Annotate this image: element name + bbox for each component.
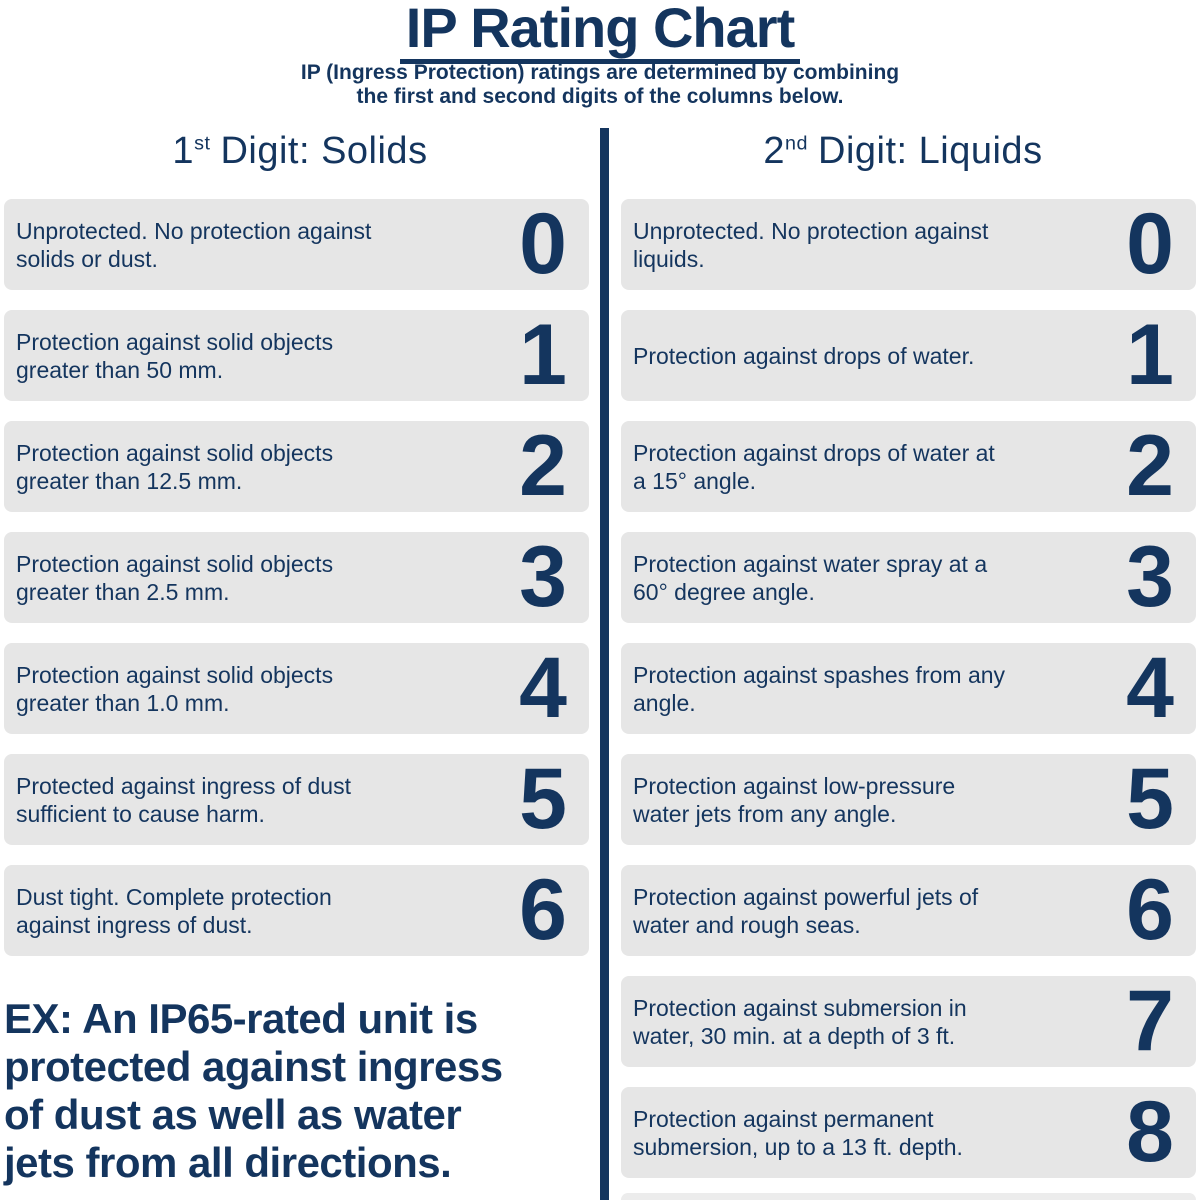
- liquids-row-2: Protection against drops of water at a 15…: [621, 421, 1196, 512]
- rating-digit: 6: [1126, 861, 1174, 958]
- solids-header-number: 1: [172, 130, 195, 172]
- solids-row-1: Protection against solid objects greater …: [4, 310, 589, 401]
- solids-header-label: Digit: Solids: [220, 130, 428, 172]
- rating-digit: 3: [519, 528, 567, 625]
- rating-description: Protection against solid objects greater …: [16, 439, 334, 494]
- rating-digit: 6: [519, 861, 567, 958]
- column-divider: [600, 128, 609, 1200]
- liquids-row-0: Unprotected. No protection against liquid…: [621, 199, 1196, 290]
- rating-description: Protection against solid objects greater …: [16, 328, 334, 383]
- rating-description: Protection against solid objects greater …: [16, 550, 334, 605]
- rating-description: Protection against water spray at a 60° d…: [633, 550, 988, 605]
- solids-column-header: 1st Digit: Solids: [0, 130, 600, 173]
- rating-digit: 0: [519, 195, 567, 292]
- rating-digit: 4: [1126, 639, 1174, 736]
- example-line-4: jets from all directions.: [4, 1139, 452, 1186]
- rating-description: Protection against permanent submersion, …: [633, 1105, 963, 1160]
- liquids-header-number: 2: [763, 130, 786, 172]
- subtitle-line-2: the first and second digits of the colum…: [356, 85, 844, 108]
- example-line-3: of dust as well as water: [4, 1091, 462, 1138]
- header: IP Rating Chart: [0, 0, 1200, 64]
- liquids-row-6: Protection against powerful jets of water…: [621, 865, 1196, 956]
- liquids-row-5: Protection against low-pressure water jet…: [621, 754, 1196, 845]
- rating-description: Protection against low-pressure water jet…: [633, 772, 956, 827]
- liquids-row-8: Protection against permanent submersion, …: [621, 1087, 1196, 1178]
- rating-description: Unprotected. No protection against liquid…: [633, 217, 989, 272]
- rating-description: Dust tight. Complete protection against i…: [16, 883, 332, 938]
- rating-digit: 5: [519, 750, 567, 847]
- example-note: EX: An IP65-rated unit is protected again…: [4, 995, 600, 1187]
- solids-row-2: Protection against solid objects greater …: [4, 421, 589, 512]
- rating-digit: 3: [1126, 528, 1174, 625]
- rating-description: Protected against ingress of dust suffici…: [16, 772, 351, 827]
- rating-digit: 4: [519, 639, 567, 736]
- subtitle: IP (Ingress Protection) ratings are dete…: [0, 61, 1200, 109]
- rating-description: Protection against submersion in water, 3…: [633, 994, 967, 1049]
- liquids-header-label: Digit: Liquids: [818, 130, 1043, 172]
- example-line-1: EX: An IP65-rated unit is: [4, 995, 478, 1042]
- solids-row-5: Protected against ingress of dust suffici…: [4, 754, 589, 845]
- rating-description: Protection against spashes from any angle…: [633, 661, 1006, 716]
- example-line-2: protected against ingress: [4, 1043, 503, 1090]
- solids-rows: Unprotected. No protection against solids…: [4, 199, 589, 976]
- rating-description: Protection against solid objects greater …: [16, 661, 334, 716]
- rating-description: Protection against drops of water.: [633, 342, 975, 369]
- liquids-column-header: 2nd Digit: Liquids: [606, 130, 1200, 173]
- rating-digit: 2: [1126, 417, 1174, 514]
- liquids-row-3: Protection against water spray at a 60° d…: [621, 532, 1196, 623]
- liquids-row-4: Protection against spashes from any angle…: [621, 643, 1196, 734]
- liquids-row-7: Protection against submersion in water, 3…: [621, 976, 1196, 1067]
- cropped-row-sliver: [621, 1193, 1196, 1200]
- rating-digit: 8: [1126, 1083, 1174, 1180]
- rating-digit: 1: [519, 306, 567, 403]
- liquids-rows: Unprotected. No protection against liquid…: [621, 199, 1196, 1198]
- solids-row-0: Unprotected. No protection against solids…: [4, 199, 589, 290]
- rating-description: Unprotected. No protection against solids…: [16, 217, 372, 272]
- solids-row-3: Protection against solid objects greater …: [4, 532, 589, 623]
- subtitle-line-1: IP (Ingress Protection) ratings are dete…: [300, 61, 900, 84]
- rating-description: Protection against powerful jets of water…: [633, 883, 979, 938]
- solids-row-4: Protection against solid objects greater …: [4, 643, 589, 734]
- rating-description: Protection against drops of water at a 15…: [633, 439, 995, 494]
- solids-header-ordinal: st: [194, 132, 211, 155]
- liquids-row-1: Protection against drops of water. 1: [621, 310, 1196, 401]
- rating-digit: 7: [1126, 972, 1174, 1069]
- rating-digit: 1: [1126, 306, 1174, 403]
- solids-row-6: Dust tight. Complete protection against i…: [4, 865, 589, 956]
- page-title: IP Rating Chart: [399, 0, 801, 64]
- rating-digit: 2: [519, 417, 567, 514]
- liquids-header-ordinal: nd: [785, 132, 809, 155]
- rating-digit: 5: [1126, 750, 1174, 847]
- rating-digit: 0: [1126, 195, 1174, 292]
